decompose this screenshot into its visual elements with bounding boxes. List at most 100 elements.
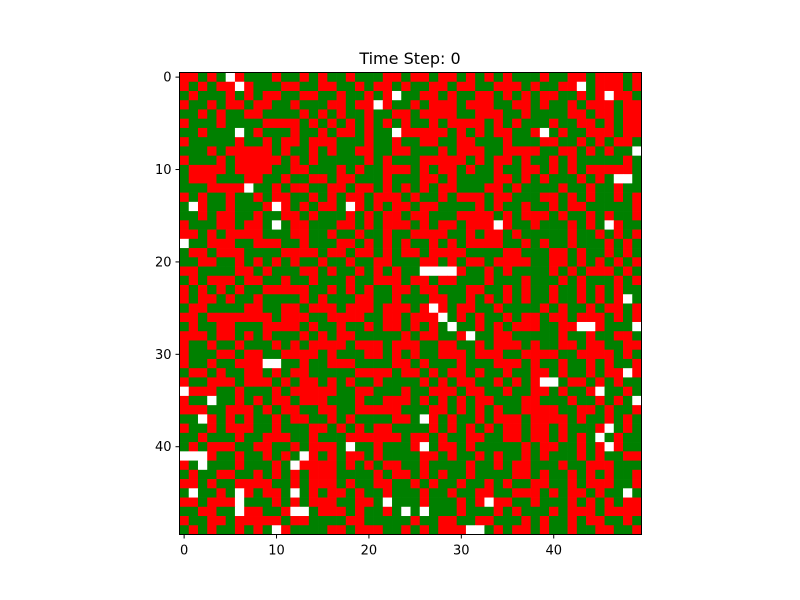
heatmap-cell-green: [586, 137, 596, 147]
heatmap-cell-green: [271, 303, 282, 314]
heatmap-cell-green: [604, 294, 615, 304]
heatmap-cell-red: [207, 72, 217, 83]
heatmap-cell-green: [493, 100, 504, 110]
heatmap-cell-red: [188, 405, 199, 415]
heatmap-cell-green: [632, 266, 642, 277]
heatmap-cell-green: [502, 100, 513, 110]
heatmap-cell-red: [493, 109, 504, 120]
heatmap-cell-green: [410, 266, 421, 277]
heatmap-cell-green: [475, 275, 485, 286]
heatmap-cell-red: [576, 137, 587, 147]
heatmap-cell-green: [512, 294, 522, 304]
heatmap-cell-green: [567, 442, 578, 452]
heatmap-cell-red: [493, 127, 504, 138]
heatmap-cell-red: [475, 405, 485, 415]
heatmap-cell-red: [595, 72, 605, 83]
heatmap-cell-red: [364, 386, 374, 397]
heatmap-cell-red: [373, 192, 384, 203]
heatmap-cell-green: [512, 331, 522, 341]
heatmap-cell-green: [336, 192, 347, 203]
heatmap-cell-green: [244, 238, 254, 249]
heatmap-cell-red: [530, 312, 541, 323]
heatmap-cell-red: [299, 248, 310, 258]
heatmap-cell-red: [595, 340, 605, 351]
heatmap-cell-red: [364, 137, 374, 147]
heatmap-cell-empty: [586, 321, 596, 332]
heatmap-cell-red: [262, 266, 273, 277]
heatmap-cell-red: [392, 294, 402, 304]
heatmap-cell-green: [216, 506, 227, 517]
heatmap-cell-red: [502, 146, 513, 157]
heatmap-cell-red: [604, 266, 615, 277]
heatmap-cell-red: [216, 349, 227, 360]
heatmap-cell-red: [428, 90, 439, 101]
heatmap-cell-red: [216, 377, 227, 388]
heatmap-cell-green: [465, 414, 476, 424]
heatmap-cell-red: [225, 100, 236, 110]
heatmap-cell-red: [216, 211, 227, 221]
heatmap-cell-green: [401, 229, 411, 240]
heatmap-cell-green: [225, 155, 236, 166]
heatmap-cell-green: [512, 174, 522, 184]
heatmap-cell-red: [512, 81, 522, 92]
heatmap-cell-red: [188, 321, 199, 332]
heatmap-cell-red: [188, 368, 199, 378]
heatmap-cell-green: [447, 460, 458, 471]
heatmap-cell-red: [530, 497, 541, 508]
heatmap-cell-red: [290, 127, 300, 138]
heatmap-cell-red: [613, 192, 624, 203]
heatmap-cell-red: [262, 118, 273, 129]
heatmap-cell-red: [336, 340, 347, 351]
heatmap-cell-green: [558, 497, 568, 508]
heatmap-cell-green: [530, 174, 541, 184]
heatmap-cell-green: [216, 386, 227, 397]
heatmap-cell-green: [234, 414, 245, 424]
heatmap-cell-red: [438, 72, 448, 83]
heatmap-cell-green: [262, 211, 273, 221]
heatmap-cell-red: [253, 257, 264, 267]
heatmap-cell-red: [558, 368, 568, 378]
heatmap-cell-green: [299, 479, 310, 489]
heatmap-cell-green: [512, 211, 522, 221]
heatmap-cell-green: [595, 414, 605, 424]
heatmap-cell-red: [493, 118, 504, 129]
heatmap-cell-empty: [392, 90, 402, 101]
heatmap-cell-red: [613, 303, 624, 314]
heatmap-cell-empty: [604, 220, 615, 230]
heatmap-cell-empty: [576, 321, 587, 332]
heatmap-cell-green: [271, 275, 282, 286]
heatmap-cell-empty: [225, 72, 236, 83]
heatmap-cell-green: [318, 451, 328, 461]
heatmap-cell-green: [632, 183, 642, 193]
heatmap-cell-red: [355, 488, 365, 498]
heatmap-cell-red: [188, 266, 199, 277]
heatmap-cell-green: [558, 90, 568, 101]
heatmap-cell-green: [576, 183, 587, 193]
heatmap-cell-red: [521, 164, 531, 175]
heatmap-cell-red: [262, 155, 273, 166]
heatmap-cell-red: [207, 506, 217, 517]
heatmap-cell-red: [382, 395, 393, 406]
heatmap-cell-green: [318, 432, 328, 443]
heatmap-cell-empty: [188, 488, 199, 498]
heatmap-cell-green: [308, 331, 319, 341]
heatmap-cell-red: [244, 349, 254, 360]
heatmap-cell-green: [308, 405, 319, 415]
heatmap-cell-green: [493, 479, 504, 489]
heatmap-cell-green: [327, 516, 337, 526]
heatmap-cell-green: [613, 248, 624, 258]
heatmap-cell-red: [521, 201, 531, 212]
heatmap-cell-red: [216, 321, 227, 332]
heatmap-cell-green: [262, 174, 273, 184]
heatmap-cell-green: [244, 201, 254, 212]
heatmap-cell-empty: [271, 220, 282, 230]
heatmap-cell-red: [632, 479, 642, 489]
heatmap-cell-red: [244, 174, 254, 184]
heatmap-cell-red: [262, 238, 273, 249]
heatmap-cell-red: [299, 294, 310, 304]
heatmap-cell-green: [308, 229, 319, 240]
heatmap-cell-red: [225, 201, 236, 212]
heatmap-cell-red: [207, 525, 217, 535]
heatmap-cell-green: [318, 516, 328, 526]
heatmap-cell-green: [382, 109, 393, 120]
